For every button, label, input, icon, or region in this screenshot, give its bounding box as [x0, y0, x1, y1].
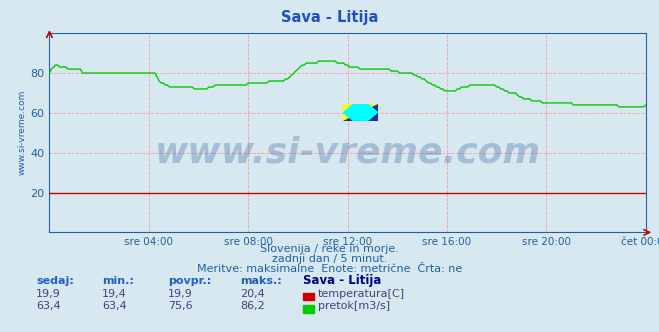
Text: 19,9: 19,9	[168, 289, 193, 299]
Text: pretok[m3/s]: pretok[m3/s]	[318, 301, 389, 311]
Polygon shape	[343, 104, 378, 121]
Polygon shape	[343, 104, 378, 121]
Text: povpr.:: povpr.:	[168, 276, 212, 286]
Text: zadnji dan / 5 minut.: zadnji dan / 5 minut.	[272, 254, 387, 264]
Text: Sava - Litija: Sava - Litija	[303, 274, 382, 287]
Text: Sava - Litija: Sava - Litija	[281, 10, 378, 25]
Text: 63,4: 63,4	[36, 301, 61, 311]
Polygon shape	[343, 104, 378, 121]
Text: min.:: min.:	[102, 276, 134, 286]
Text: 20,4: 20,4	[241, 289, 266, 299]
Text: Meritve: maksimalne  Enote: metrične  Črta: ne: Meritve: maksimalne Enote: metrične Črta…	[197, 264, 462, 274]
Text: 19,9: 19,9	[36, 289, 61, 299]
Text: www.si-vreme.com: www.si-vreme.com	[155, 136, 540, 170]
Text: 63,4: 63,4	[102, 301, 127, 311]
Y-axis label: www.si-vreme.com: www.si-vreme.com	[17, 90, 26, 176]
Text: maks.:: maks.:	[241, 276, 282, 286]
Text: 86,2: 86,2	[241, 301, 266, 311]
Text: 19,4: 19,4	[102, 289, 127, 299]
Text: Slovenija / reke in morje.: Slovenija / reke in morje.	[260, 244, 399, 254]
Text: 75,6: 75,6	[168, 301, 192, 311]
Text: sedaj:: sedaj:	[36, 276, 74, 286]
Text: temperatura[C]: temperatura[C]	[318, 289, 405, 299]
